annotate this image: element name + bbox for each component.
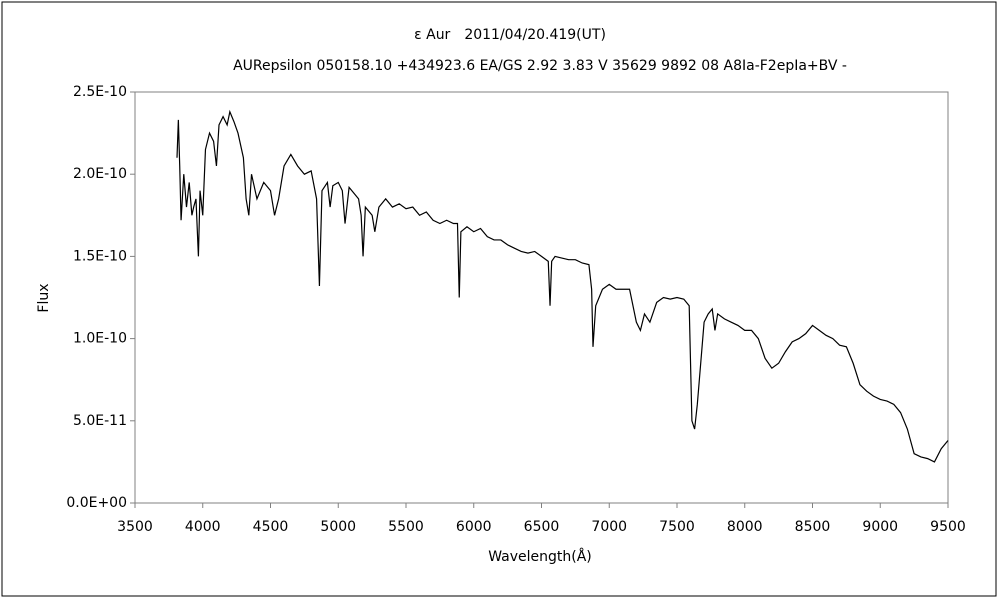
y-tick-label: 0.0E+00 <box>66 495 127 511</box>
x-tick-label: 5000 <box>320 519 356 535</box>
x-tick-label: 7500 <box>659 519 695 535</box>
y-tick-label: 2.5E-10 <box>73 84 127 100</box>
x-tick-label: 4000 <box>185 519 221 535</box>
y-tick-label: 5.0E-11 <box>73 413 127 429</box>
chart-title: ε Aur 2011/04/20.419(UT) <box>414 27 606 43</box>
spectrum-line <box>176 109 949 463</box>
x-tick-label: 8000 <box>727 519 763 535</box>
x-tick-label: 8500 <box>795 519 831 535</box>
chart-subtitle: AURepsilon 050158.10 +434923.6 EA/GS 2.9… <box>233 58 847 74</box>
x-tick-label: 4500 <box>253 519 289 535</box>
y-axis-label: Flux <box>36 283 52 312</box>
x-tick-label: 5500 <box>388 519 424 535</box>
plot-area <box>134 91 949 504</box>
x-axis-label: Wavelength(Å) <box>488 548 592 565</box>
x-tick-label: 7000 <box>591 519 627 535</box>
x-tick-label: 6500 <box>524 519 560 535</box>
y-tick-label: 2.0E-10 <box>73 166 127 182</box>
x-tick-label: 9000 <box>862 519 898 535</box>
x-tick-label: 9500 <box>930 519 966 535</box>
x-tick-label: 3500 <box>117 519 153 535</box>
y-tick-label: 1.0E-10 <box>73 331 127 347</box>
y-tick-label: 1.5E-10 <box>73 248 127 264</box>
x-tick-label: 6000 <box>456 519 492 535</box>
